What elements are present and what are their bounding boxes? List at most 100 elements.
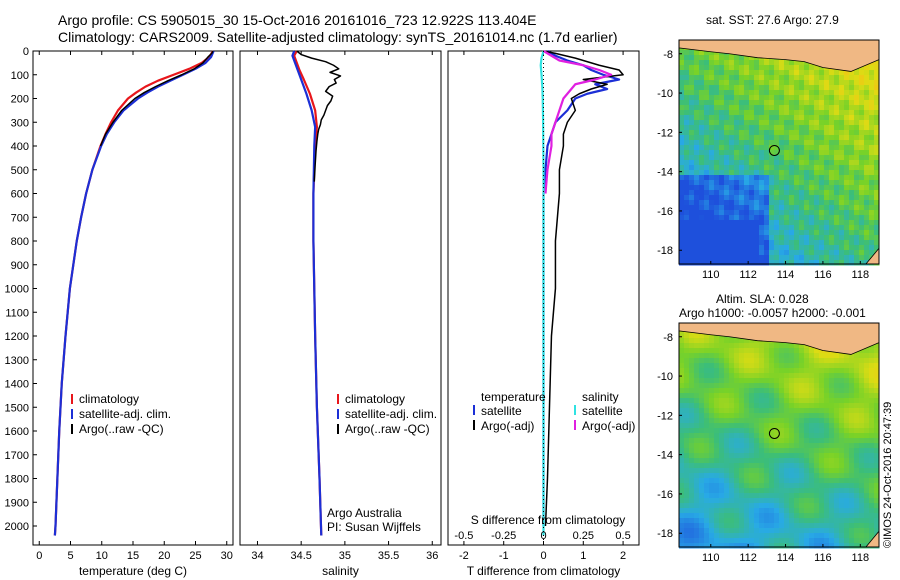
map-cell [679,140,685,146]
map-cell [764,383,770,389]
map-cell [839,160,845,166]
map-cell [824,503,830,509]
y-tick-label: 0 [23,46,29,58]
map-cell [819,145,825,151]
map-cell [719,458,725,464]
map-cell [849,110,855,116]
map-cell [704,443,710,449]
map-cell [839,508,845,514]
map-cell [784,483,790,489]
map-cell [744,398,750,404]
map-cell [864,348,870,354]
map-cell [739,488,745,494]
map-cell [864,90,870,96]
map-cell [774,85,780,91]
map-cell [819,255,825,261]
map-cell [754,448,760,454]
map-cell [804,523,810,529]
map-cell [734,503,740,509]
map-cell [784,398,790,404]
map-cell [819,413,825,419]
y-tick-label: 900 [11,260,29,272]
map-cell [799,230,805,236]
map-cell [679,483,685,489]
map-cell [789,383,795,389]
diff-s-tick-label: -0.5 [454,530,473,542]
map-cell [834,150,840,156]
series-line [53,50,214,536]
map-cell [849,368,855,374]
map-cell [834,175,840,181]
map-cell [754,438,760,444]
map-cell [799,343,805,349]
map-cell [784,438,790,444]
map-cell [679,185,685,191]
map-cell [874,523,880,529]
map-cell [799,160,805,166]
map-cell [849,80,855,86]
map-cell [744,343,750,349]
map-cell [694,195,700,201]
map-cell [839,150,845,156]
map-cell [844,130,850,136]
map-cell [744,120,750,126]
map-cell [719,95,725,101]
map-cell [799,433,805,439]
map-cell [714,398,720,404]
map-cell [834,368,840,374]
map-cell [814,408,820,414]
map-cell [759,150,765,156]
map-cell [809,135,815,141]
map-cell [759,478,765,484]
map-cell [759,348,765,354]
map-cell [779,538,785,544]
map-cell [734,438,740,444]
map-cell [734,170,740,176]
map-cell [819,393,825,399]
map-cell [864,120,870,126]
map-cell [754,250,760,256]
map-cell [774,498,780,504]
map-cell [874,140,880,146]
map-cell [744,210,750,216]
map-cell [729,443,735,449]
map-cell [689,388,695,394]
map-cell [799,358,805,364]
map-cell [719,378,725,384]
map-cell [689,255,695,261]
map-cell [779,205,785,211]
map-cell [874,518,880,524]
map-cell [814,473,820,479]
map-cell [834,125,840,131]
map-cell [719,393,725,399]
map-cell [834,533,840,539]
map-cell [854,433,860,439]
map-cell [714,363,720,369]
map-cell [769,170,775,176]
map-cell [774,210,780,216]
map-cell [834,463,840,469]
map-cell [724,358,730,364]
map-cell [709,235,715,241]
map-cell [719,408,725,414]
map-cell [694,458,700,464]
map-cell [819,463,825,469]
map-cell [759,130,765,136]
map-cell [844,160,850,166]
map-cell [794,353,800,359]
map-cell [849,508,855,514]
map-cell [764,473,770,479]
map-cell [819,503,825,509]
map-cell [864,438,870,444]
map-cell [789,255,795,261]
map-cell [724,90,730,96]
map-cell [699,185,705,191]
map-cell [839,135,845,141]
map-cell [844,543,850,549]
map-cell [859,175,865,181]
map-cell [859,468,865,474]
map-cell [869,250,875,256]
map-cell [809,85,815,91]
map-cell [679,200,685,206]
map-cell [849,190,855,196]
